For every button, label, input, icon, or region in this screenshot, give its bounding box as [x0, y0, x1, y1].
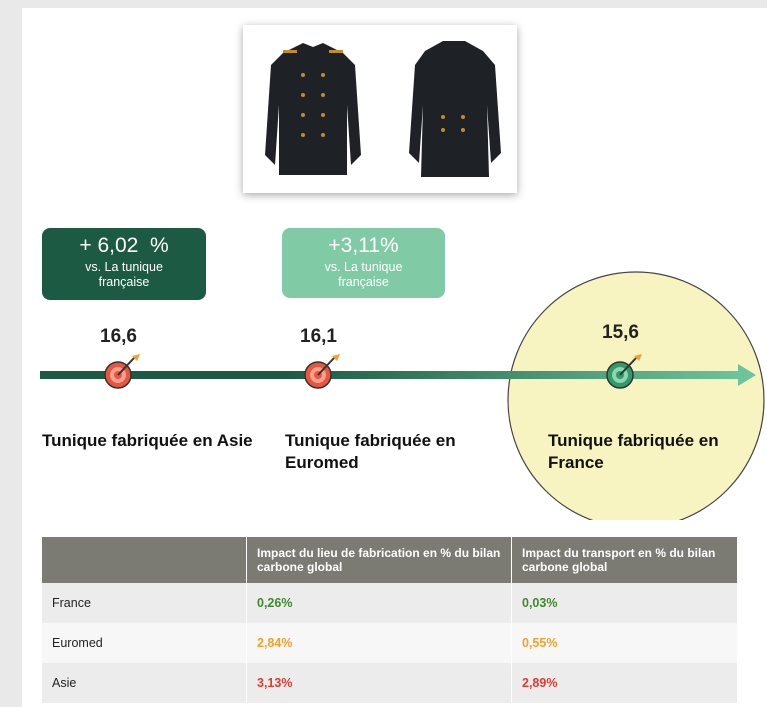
row: Euromed 2,84% 0,55% — [42, 623, 738, 663]
cell: Euromed — [42, 623, 247, 663]
cell: 0,55% — [512, 623, 738, 663]
highlight-circle — [508, 272, 764, 520]
cell: 2,89% — [512, 663, 738, 703]
origin-label: Tunique fabriquée en France — [548, 430, 763, 474]
origin-label: Tunique fabriquée en Asie — [42, 430, 262, 452]
cell: 0,26% — [247, 583, 512, 623]
header-cell: Impact du transport en % du bilan carbon… — [512, 537, 738, 583]
carbon-value: 15,6 — [602, 322, 639, 344]
cell: 0,03% — [512, 583, 738, 623]
cell: France — [42, 583, 247, 623]
header-cell: Impact du lieu de fabrication en % du bi… — [247, 537, 512, 583]
header-cell — [42, 537, 247, 583]
impact-table: Impact du lieu de fabrication en % du bi… — [42, 537, 738, 703]
row: Asie 3,13% 2,89% — [42, 663, 738, 703]
cell: Asie — [42, 663, 247, 703]
arrow-line — [40, 371, 740, 379]
carbon-value: 16,1 — [300, 326, 337, 348]
carbon-value: 16,6 — [100, 326, 137, 348]
row: France 0,26% 0,03% — [42, 583, 738, 623]
header-row: Impact du lieu de fabrication en % du bi… — [42, 537, 738, 583]
cell: 3,13% — [247, 663, 512, 703]
cell: 2,84% — [247, 623, 512, 663]
page: + 6,02 % vs. La tunique française +3,11%… — [0, 0, 767, 707]
origin-label: Tunique fabriquée en Euromed — [285, 430, 505, 474]
